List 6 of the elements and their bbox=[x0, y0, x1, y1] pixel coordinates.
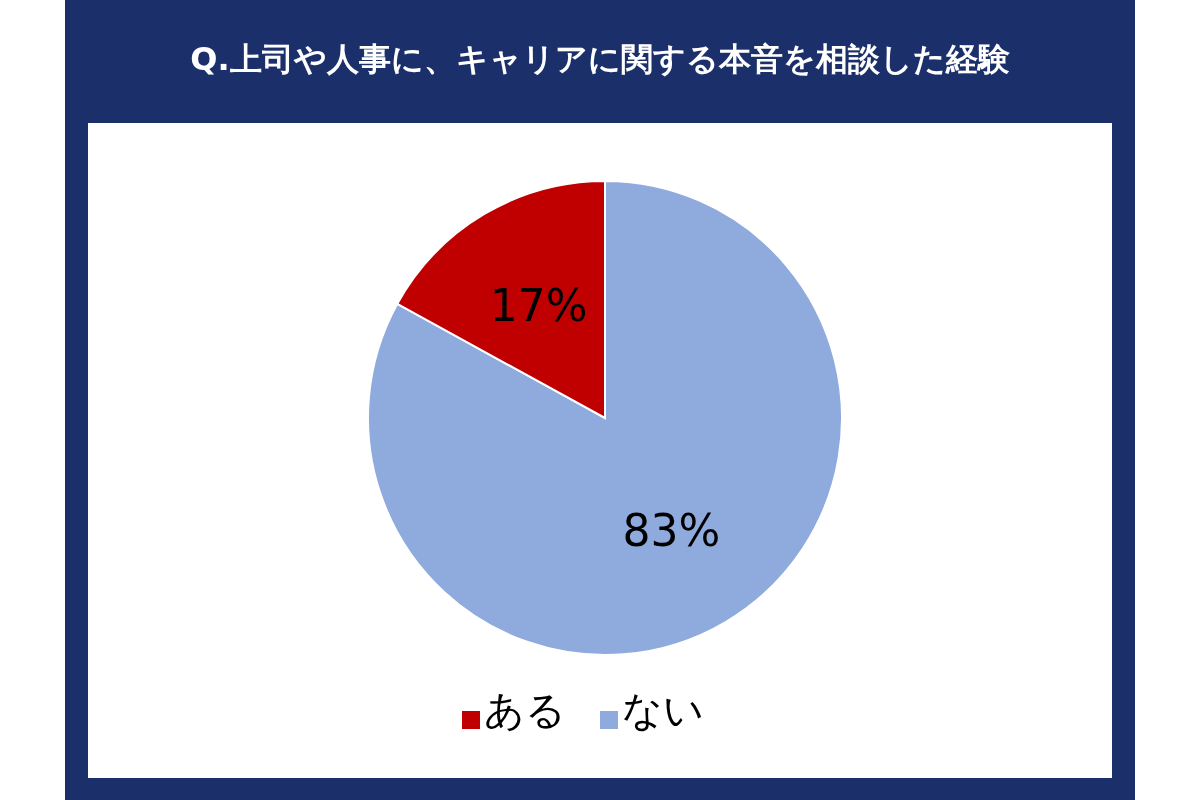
legend-label: ない bbox=[622, 687, 704, 733]
data-label: 17% bbox=[489, 280, 588, 332]
chart-title: Q.上司や人事に、キャリアに関する本音を相談した経験 bbox=[189, 39, 1011, 80]
legend-label: ある bbox=[484, 687, 566, 733]
data-label: 83% bbox=[622, 504, 721, 556]
pie-slice bbox=[367, 180, 843, 656]
